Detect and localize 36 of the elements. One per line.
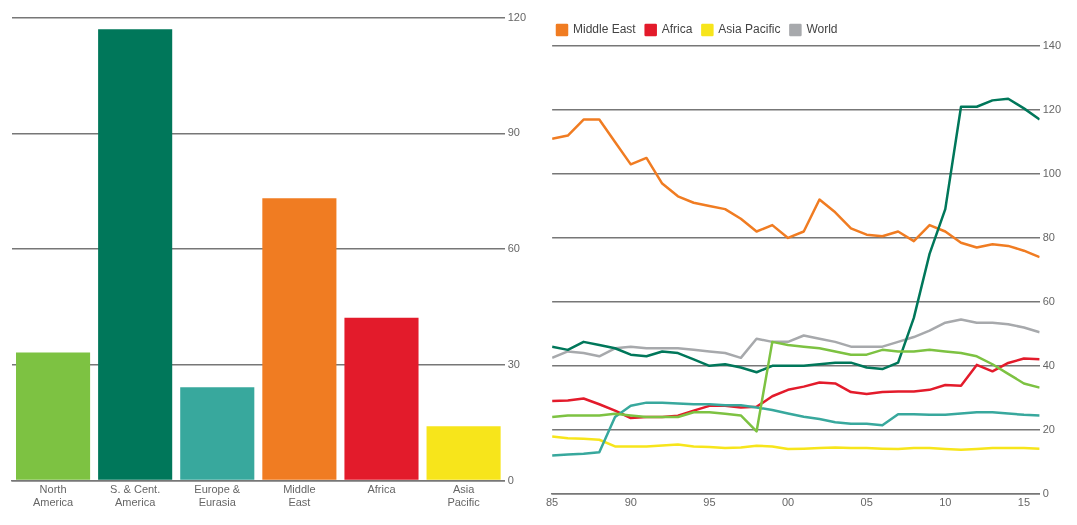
- y-tick-label: 60: [507, 242, 520, 255]
- y-tick-label: 120: [1042, 103, 1062, 115]
- x-tick-label: Africa: [367, 483, 397, 496]
- y-tick-label: 120: [507, 10, 527, 23]
- y-tick-label: 90: [507, 126, 520, 139]
- y-tick-label: 20: [1042, 422, 1055, 435]
- x-tick-label: 15: [1017, 496, 1031, 509]
- y-tick-label: 0: [507, 473, 514, 486]
- legend-label: World: [806, 22, 838, 37]
- legend-label: Middle East: [573, 22, 637, 37]
- x-tick-label: S. & Cent. America: [110, 483, 161, 509]
- x-tick-label: 90: [624, 496, 637, 509]
- x-tick-label: Middle East: [283, 483, 316, 509]
- x-tick-label: North America: [32, 483, 75, 509]
- x-tick-label: 05: [860, 496, 873, 509]
- x-tick-label: 00: [781, 496, 795, 509]
- y-tick-label: 80: [1042, 230, 1055, 243]
- y-tick-label: 140: [1042, 39, 1062, 52]
- y-tick-label: 30: [507, 357, 520, 370]
- y-tick-label: 40: [1042, 358, 1055, 371]
- x-tick-label: 85: [545, 496, 559, 509]
- bar: [16, 352, 91, 480]
- y-tick-label: 60: [1042, 294, 1055, 307]
- y-tick-label: 0: [1042, 486, 1049, 499]
- x-tick-label: 95: [703, 496, 716, 509]
- x-tick-label: 10: [939, 496, 952, 509]
- bar: [344, 317, 419, 480]
- y-tick-label: 100: [1042, 166, 1062, 179]
- bar: [262, 198, 337, 480]
- bar: [426, 426, 501, 480]
- legend-label: Asia Pacific: [718, 22, 781, 37]
- x-tick-label: Europe & Eurasia: [194, 483, 241, 509]
- legend-label: Africa: [661, 22, 693, 37]
- bar: [98, 29, 173, 480]
- bar: [180, 387, 255, 480]
- x-tick-label: Asia Pacific: [447, 483, 481, 509]
